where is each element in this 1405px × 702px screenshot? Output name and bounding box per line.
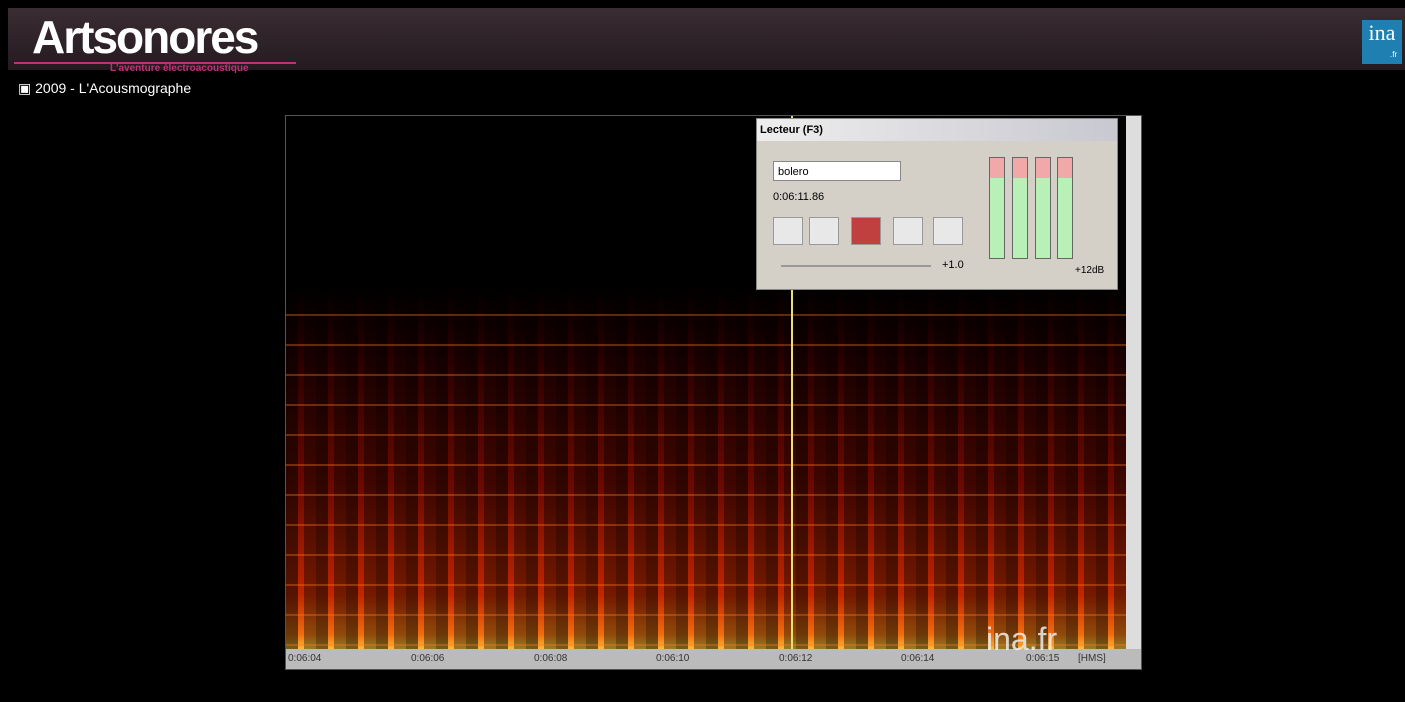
header — [8, 8, 1405, 70]
vu-meter — [1035, 157, 1051, 259]
watermark: ina.fr — [986, 621, 1058, 657]
logo-underline — [14, 62, 296, 64]
stop-button[interactable] — [851, 217, 881, 245]
spectrogram-streaks — [286, 286, 1126, 649]
timeline-label: 0:06:15 — [1026, 653, 1060, 664]
forward-button[interactable] — [933, 217, 963, 245]
player-window: Lecteur (F3) bolero 0:06:11.86 +1.0 +12d… — [756, 118, 1118, 290]
tagline: L'aventure électroacoustique — [110, 63, 249, 74]
gain-value: +12dB — [1075, 265, 1105, 276]
timeline-label: 0:06:04 — [288, 653, 322, 664]
timeline: 0:06:04 0:06:06 0:06:08 0:06:10 0:06:12 0:06:… — [286, 649, 1141, 669]
track-select[interactable]: bolero — [773, 161, 901, 181]
speed-slider[interactable] — [781, 265, 931, 267]
rewind-button[interactable] — [773, 217, 803, 245]
timeline-label: 0:06:14 — [901, 653, 935, 664]
timeline-label: 0:06:06 — [411, 653, 445, 664]
calendar-icon: ▣ — [18, 80, 36, 96]
brand-logo[interactable]: ina — [1362, 20, 1402, 64]
timeline-label: 0:06:12 — [779, 653, 813, 664]
logo[interactable]: Artsonores — [32, 11, 259, 63]
speed-value: +1.0 — [942, 259, 964, 271]
vu-meter — [1012, 157, 1028, 259]
timeline-label: 0:06:08 — [534, 653, 568, 664]
window-title: Lecteur (F3) — [757, 119, 1117, 141]
brand-suffix: .fr — [1390, 50, 1398, 59]
time-display: 0:06:11.86 — [773, 191, 825, 203]
back-button[interactable] — [809, 217, 839, 245]
video-frame[interactable]: 0:06:04 0:06:06 0:06:08 0:06:10 0:06:12 0:06:… — [285, 115, 1142, 670]
timeline-label: 0:06:10 — [656, 653, 690, 664]
frequency-ruler — [1126, 116, 1141, 649]
spectrogram-harmonics — [286, 286, 1126, 649]
vu-meter — [1057, 157, 1073, 259]
timeline-unit: [HMS] — [1078, 653, 1106, 664]
vu-meter — [989, 157, 1005, 259]
play-button[interactable] — [893, 217, 923, 245]
playhead — [791, 116, 793, 649]
title-text: 2009 - L'Acousmographe — [35, 80, 192, 96]
video-title: ▣ 2009 - L'Acousmographe — [18, 80, 191, 97]
